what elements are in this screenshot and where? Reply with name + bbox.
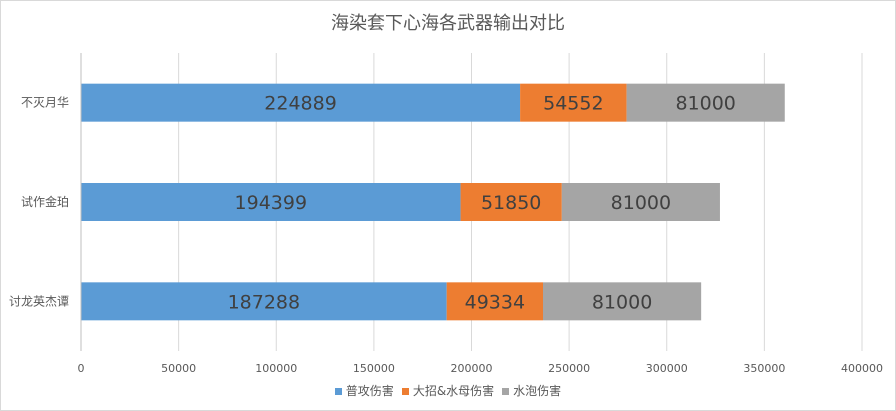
legend-item-1: 大招&水母伤害	[401, 382, 495, 399]
x-tick-label-8: 400000	[841, 362, 883, 375]
chart-title: 海染套下心海各武器输出对比	[331, 13, 565, 34]
legend-swatch-1	[401, 388, 409, 395]
y-tick-label-1: 试作金珀	[21, 194, 69, 209]
x-tick-label-0: 0	[78, 362, 85, 375]
bar-1-1	[460, 183, 562, 221]
bar-1-0	[81, 183, 461, 221]
data-label-2-2: 81000	[592, 291, 652, 313]
legend-label-2: 水泡伤害	[513, 384, 562, 398]
data-label-1-0: 194399	[235, 192, 308, 214]
x-tick-label-4: 200000	[451, 362, 493, 375]
x-tick-label-1: 50000	[161, 362, 196, 375]
bar-0-1	[520, 83, 627, 122]
data-label-0-0: 224889	[264, 93, 337, 115]
chart-legend: 普攻伤害 大招&水母伤害 水泡伤害	[1, 382, 895, 399]
legend-item-2: 水泡伤害	[502, 382, 561, 399]
bar-1-2	[561, 183, 720, 221]
bar-0-0	[81, 83, 521, 122]
x-tick-label-5: 250000	[548, 362, 590, 375]
x-tick-label-7: 350000	[743, 362, 785, 375]
bar-0-2	[626, 83, 785, 122]
bar-2-0	[81, 282, 447, 321]
y-tick-label-0: 不灭月华	[21, 96, 69, 110]
data-label-0-2: 81000	[675, 93, 735, 115]
legend-item-0: 普攻伤害	[334, 382, 394, 399]
data-label-2-0: 187288	[228, 291, 301, 313]
data-label-1-2: 81000	[611, 192, 671, 214]
x-tick-label-3: 150000	[353, 362, 395, 375]
legend-swatch-2	[502, 388, 510, 395]
legend-label-0: 普攻伤害	[345, 384, 394, 398]
bar-2-2	[543, 282, 702, 321]
legend-label-1: 大招&水母伤害	[412, 384, 495, 398]
data-label-1-1: 51850	[481, 192, 541, 214]
data-label-2-1: 49334	[465, 291, 525, 313]
x-tick-label-6: 300000	[646, 362, 688, 375]
bar-2-1	[446, 282, 544, 321]
data-label-0-1: 54552	[543, 93, 603, 115]
legend-swatch-0	[334, 388, 342, 395]
y-tick-label-2: 讨龙英杰谭	[9, 294, 69, 308]
x-tick-label-2: 100000	[255, 362, 297, 375]
